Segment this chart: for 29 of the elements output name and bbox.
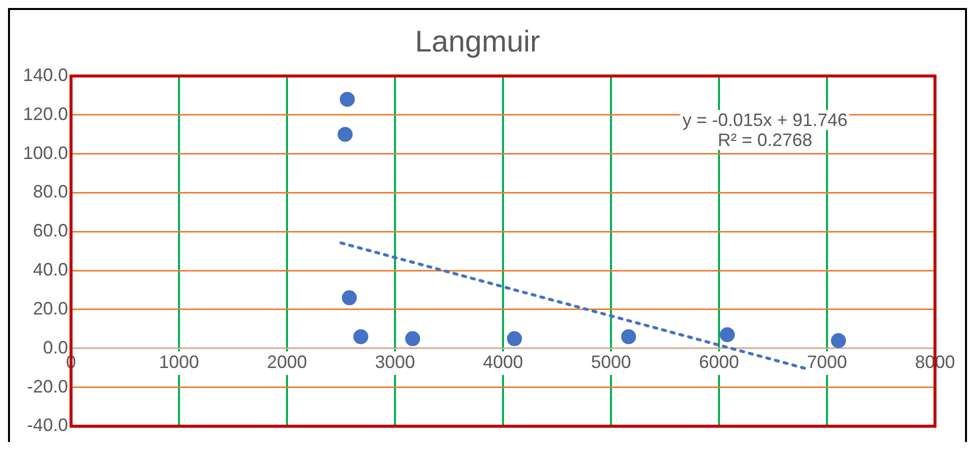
x-tick-label: 5000 bbox=[590, 352, 632, 372]
point bbox=[338, 126, 353, 142]
x-tick-label: 1000 bbox=[159, 352, 200, 372]
point bbox=[405, 331, 420, 346]
point bbox=[720, 327, 735, 342]
x-tick-label: 3000 bbox=[375, 352, 416, 372]
y-tick-label: 40.0 bbox=[32, 260, 68, 280]
y-tick-label: 140.0 bbox=[22, 64, 68, 85]
y-tick-label: 20.0 bbox=[32, 298, 68, 318]
annotation: y = -0.015x + 91.746 bbox=[682, 110, 848, 130]
y-tick-label: -40.0 bbox=[27, 415, 68, 436]
point bbox=[621, 329, 636, 344]
x-tick-label: 6000 bbox=[698, 352, 740, 372]
x-tick-label: 7000 bbox=[806, 352, 848, 372]
point bbox=[353, 329, 368, 344]
x-tick-label: 2000 bbox=[267, 352, 308, 372]
y-tick-label: 60.0 bbox=[32, 220, 68, 241]
point bbox=[342, 290, 357, 306]
annotation: R² = 0.2768 bbox=[718, 130, 812, 150]
y-tick-label: 80.0 bbox=[32, 182, 68, 202]
point bbox=[830, 333, 846, 348]
point bbox=[340, 92, 355, 107]
point bbox=[506, 331, 522, 346]
y-tick-label: 100.0 bbox=[22, 142, 68, 163]
chart-title: Langmuir bbox=[414, 25, 540, 58]
y-tick-label: 0.0 bbox=[43, 337, 68, 358]
x-tick-label: 4000 bbox=[483, 352, 524, 372]
y-tick-label: -20.0 bbox=[27, 376, 68, 396]
y-tick-label: 120.0 bbox=[22, 104, 68, 124]
